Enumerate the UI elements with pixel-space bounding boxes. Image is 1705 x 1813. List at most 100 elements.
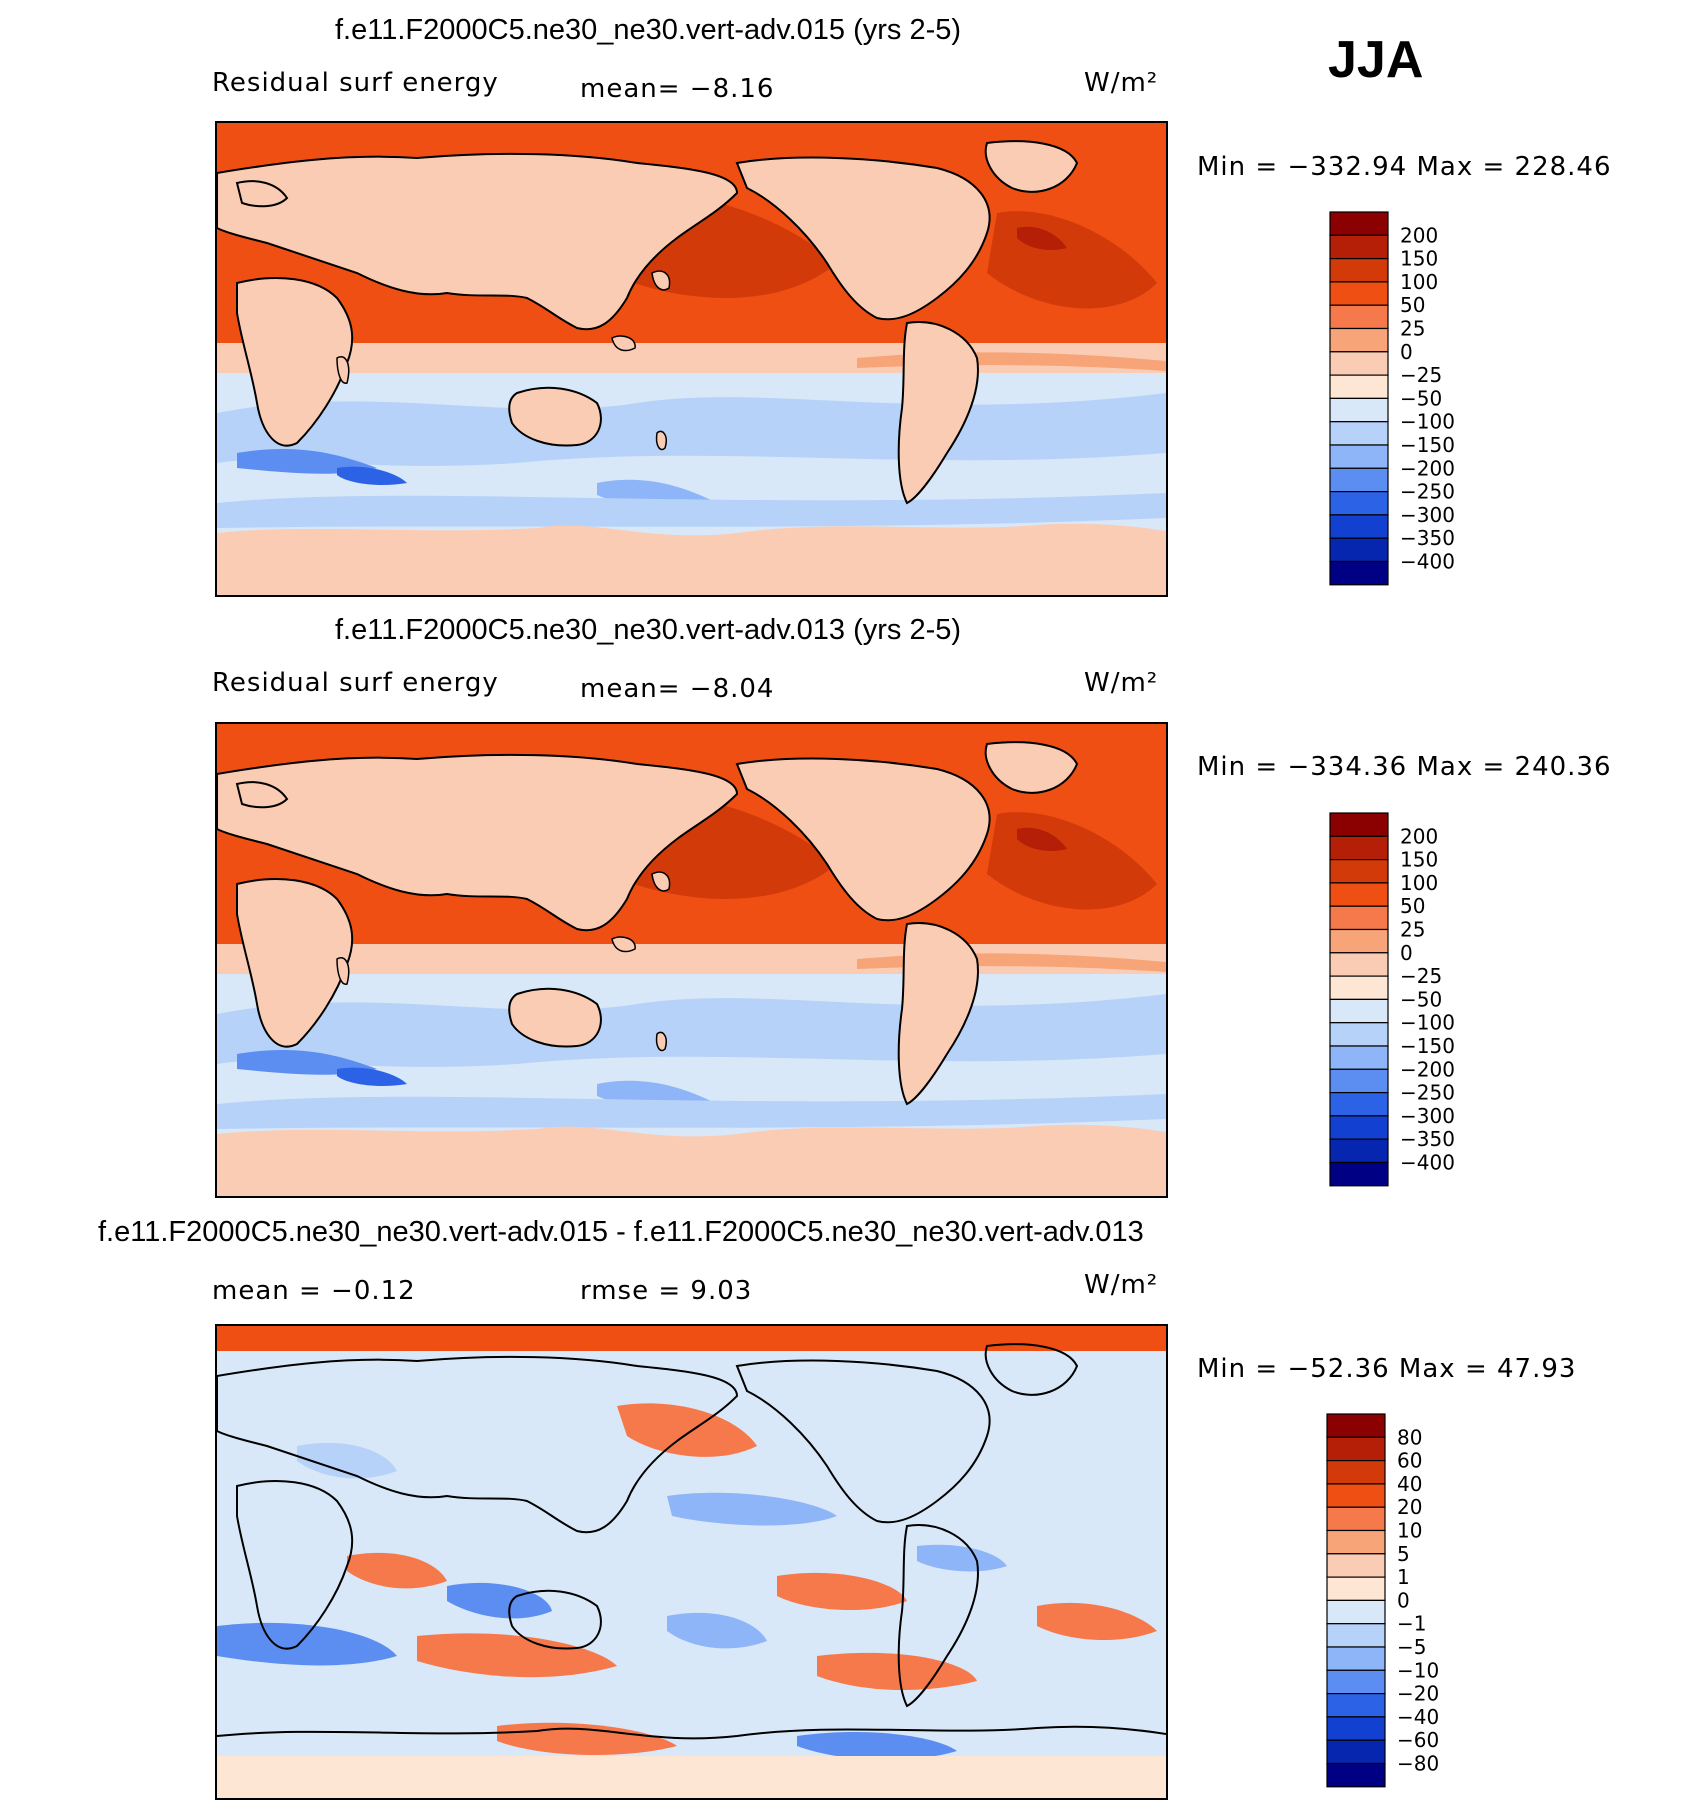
colorbar-tick-label: 5 — [1397, 1542, 1410, 1566]
colorbar-swatch — [1329, 257, 1389, 283]
colorbar-tick-label: 150 — [1400, 247, 1438, 271]
colorbar-swatch — [1329, 421, 1389, 446]
colorbar-swatch — [1329, 397, 1389, 423]
colorbar-tick-label: −350 — [1400, 1127, 1455, 1151]
colorbar-tick-label: −200 — [1400, 456, 1455, 480]
panel-2-units: W/m² — [1084, 668, 1159, 698]
colorbar-tick-label: 25 — [1400, 918, 1425, 942]
colorbar-swatch — [1326, 1506, 1386, 1532]
colorbar-tick-label: −5 — [1397, 1635, 1426, 1659]
colorbar-swatch — [1329, 882, 1389, 907]
colorbar-tick-label: −50 — [1400, 987, 1442, 1011]
panel-2-mean: mean= −8.04 — [580, 674, 775, 704]
panel-2-colorbar: 200 150 100 50 25 0 −25 −50 −100 −150 −200 −250 −300… — [1329, 812, 1530, 1188]
colorbar-swatch — [1326, 1669, 1386, 1695]
colorbar-tick-label: 0 — [1400, 340, 1413, 364]
colorbar-swatch — [1329, 444, 1389, 469]
colorbar-tick-label: −200 — [1400, 1057, 1455, 1081]
colorbar-swatch — [1329, 514, 1389, 539]
colorbar-tick-label: −1 — [1397, 1612, 1426, 1636]
colorbar-tick-label: 10 — [1397, 1519, 1422, 1543]
colorbar-tick-label: 20 — [1397, 1495, 1422, 1519]
colorbar-tick-label: −80 — [1397, 1752, 1439, 1776]
panel-3-mean: mean = −0.12 — [212, 1276, 416, 1306]
colorbar-swatch — [1329, 304, 1389, 330]
colorbar-tick-label: 50 — [1400, 894, 1425, 918]
colorbar-swatch — [1329, 1092, 1389, 1117]
colorbar-swatch — [1329, 1022, 1389, 1047]
colorbar-tick-label: −60 — [1397, 1728, 1439, 1752]
colorbar-tick-label: −100 — [1400, 1011, 1455, 1035]
colorbar-swatch — [1329, 560, 1389, 586]
colorbar-tick-label: −350 — [1400, 526, 1455, 550]
colorbar-swatch — [1329, 1045, 1389, 1070]
colorbar-swatch — [1326, 1693, 1386, 1718]
colorbar-tick-label: −150 — [1400, 433, 1455, 457]
colorbar-swatch — [1326, 1716, 1386, 1741]
colorbar-tick-label: −250 — [1400, 480, 1455, 504]
colorbar-tick-label: −400 — [1400, 1151, 1455, 1175]
colorbar-tick-label: 25 — [1400, 317, 1425, 341]
panel-2-colorbar-svg: 20015010050250−25−50−100−150−200−250−300… — [1329, 812, 1455, 1187]
colorbar-swatch — [1329, 491, 1389, 516]
colorbar-tick-label: −40 — [1397, 1705, 1439, 1729]
colorbar-tick-label: 0 — [1397, 1588, 1410, 1612]
colorbar-swatch — [1329, 905, 1389, 931]
colorbar-tick-label: −150 — [1400, 1034, 1455, 1058]
colorbar-swatch — [1326, 1436, 1386, 1462]
colorbar-swatch — [1329, 998, 1389, 1024]
colorbar-swatch — [1329, 467, 1389, 493]
panel-3-title: f.e11.F2000C5.ne30_ne30.vert-adv.015 - f… — [98, 1216, 1144, 1248]
colorbar-swatch — [1329, 952, 1389, 977]
colorbar-swatch — [1329, 1068, 1389, 1094]
colorbar-swatch — [1329, 835, 1389, 861]
panel-1-title: f.e11.F2000C5.ne30_ne30.vert-adv.015 (yr… — [335, 14, 962, 46]
colorbar-swatch — [1329, 234, 1389, 260]
colorbar-swatch — [1329, 928, 1389, 954]
season-label: JJA — [1328, 31, 1424, 89]
colorbar-swatch — [1329, 351, 1389, 376]
colorbar-swatch — [1329, 812, 1389, 837]
colorbar-tick-label: −250 — [1400, 1081, 1455, 1105]
colorbar-tick-label: 1 — [1397, 1565, 1410, 1589]
colorbar-swatch — [1326, 1413, 1386, 1438]
colorbar-tick-label: −25 — [1400, 363, 1442, 387]
colorbar-swatch — [1329, 327, 1389, 353]
colorbar-swatch — [1326, 1599, 1386, 1625]
colorbar-swatch — [1326, 1576, 1386, 1602]
colorbar-swatch — [1329, 1138, 1389, 1164]
panel-1-map-svg — [217, 123, 1166, 595]
colorbar-swatch — [1329, 281, 1389, 306]
panel-3-colorbar: 80 60 40 20 10 5 1 0 −1 −5 −10 −20 −40 −60 −80 — [1326, 1413, 1527, 1789]
colorbar-tick-label: 100 — [1400, 270, 1438, 294]
panel-1-minmax: Min = −332.94 Max = 228.46 — [1197, 152, 1612, 182]
panel-2-map — [215, 722, 1168, 1198]
panel-1-colorbar: 200 150 100 50 25 0 −25 −50 −100 −150 −200 −250 −300… — [1329, 211, 1530, 587]
colorbar-tick-label: −50 — [1400, 386, 1442, 410]
colorbar-tick-label: 50 — [1400, 293, 1425, 317]
colorbar-swatch — [1329, 537, 1389, 563]
panel-1-map — [215, 121, 1168, 597]
colorbar-swatch — [1326, 1459, 1386, 1485]
panel-2-map-svg — [217, 724, 1166, 1196]
colorbar-tick-label: −400 — [1400, 550, 1455, 574]
colorbar-swatch — [1329, 858, 1389, 884]
panel-3-map — [215, 1324, 1168, 1800]
colorbar-tick-label: 150 — [1400, 848, 1438, 872]
colorbar-swatch — [1329, 1161, 1389, 1187]
colorbar-swatch — [1326, 1529, 1386, 1555]
colorbar-tick-label: −20 — [1397, 1682, 1439, 1706]
colorbar-swatch — [1326, 1646, 1386, 1671]
colorbar-swatch — [1329, 211, 1389, 236]
panel-3-minmax: Min = −52.36 Max = 47.93 — [1197, 1354, 1577, 1384]
colorbar-swatch — [1329, 975, 1389, 1001]
panel-2-title: f.e11.F2000C5.ne30_ne30.vert-adv.013 (yr… — [335, 614, 962, 646]
colorbar-tick-label: −25 — [1400, 964, 1442, 988]
colorbar-tick-label: −300 — [1400, 1104, 1455, 1128]
panel-3-units: W/m² — [1084, 1270, 1159, 1300]
panel-1-colorbar-svg: 20015010050250−25−50−100−150−200−250−300… — [1329, 211, 1455, 586]
colorbar-tick-label: 100 — [1400, 871, 1438, 895]
colorbar-tick-label: −300 — [1400, 503, 1455, 527]
colorbar-tick-label: 60 — [1397, 1449, 1422, 1473]
